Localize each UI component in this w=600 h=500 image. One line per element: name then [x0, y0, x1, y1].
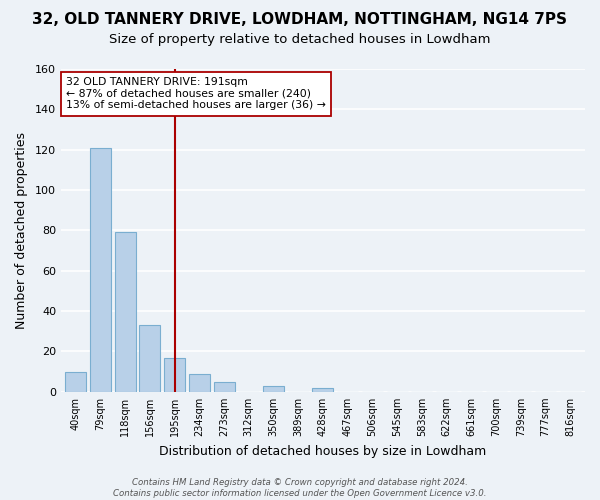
Text: Contains HM Land Registry data © Crown copyright and database right 2024.
Contai: Contains HM Land Registry data © Crown c…	[113, 478, 487, 498]
Text: 32 OLD TANNERY DRIVE: 191sqm
← 87% of detached houses are smaller (240)
13% of s: 32 OLD TANNERY DRIVE: 191sqm ← 87% of de…	[66, 77, 326, 110]
Text: 32, OLD TANNERY DRIVE, LOWDHAM, NOTTINGHAM, NG14 7PS: 32, OLD TANNERY DRIVE, LOWDHAM, NOTTINGH…	[32, 12, 568, 28]
Bar	[214, 382, 235, 392]
Bar	[115, 232, 136, 392]
Bar	[90, 148, 111, 392]
Bar	[263, 386, 284, 392]
Bar	[164, 358, 185, 392]
X-axis label: Distribution of detached houses by size in Lowdham: Distribution of detached houses by size …	[160, 444, 487, 458]
Bar	[139, 325, 160, 392]
Bar	[65, 372, 86, 392]
Bar	[313, 388, 334, 392]
Bar	[189, 374, 210, 392]
Y-axis label: Number of detached properties: Number of detached properties	[15, 132, 28, 329]
Text: Size of property relative to detached houses in Lowdham: Size of property relative to detached ho…	[109, 32, 491, 46]
